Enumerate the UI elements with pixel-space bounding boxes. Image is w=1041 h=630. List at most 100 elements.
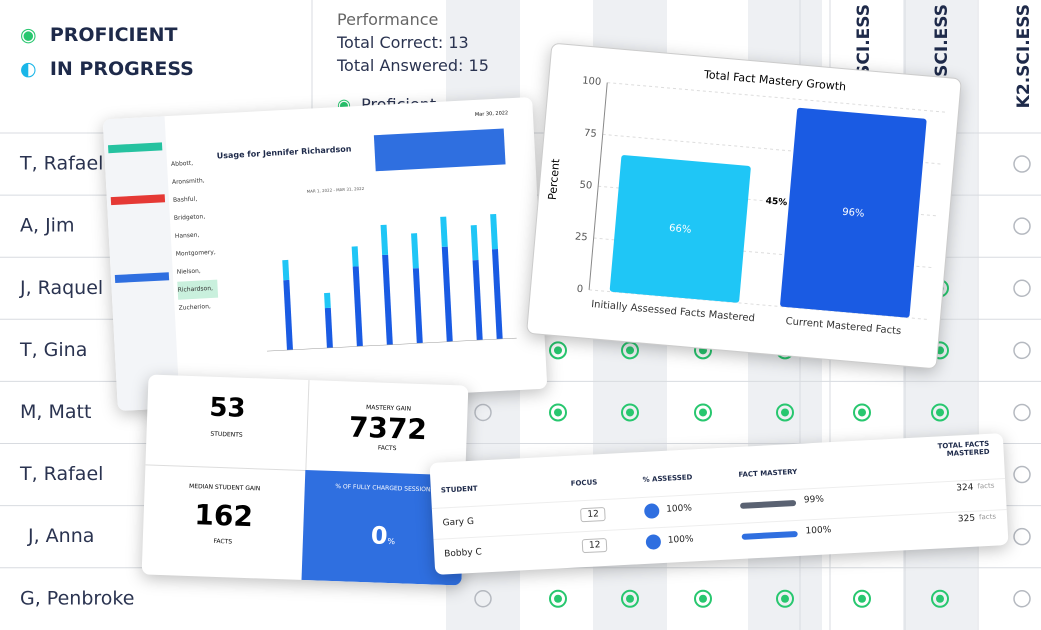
status-empty <box>474 590 492 608</box>
status-empty <box>1013 155 1031 173</box>
student-name: A, Jim <box>20 215 74 237</box>
performance-answered: Total Answered: 15 <box>337 56 489 75</box>
student-list-item: Nielson, <box>176 267 201 276</box>
student-name: Bobby C <box>444 547 483 560</box>
bar <box>609 155 751 303</box>
performance: Performance Total Correct: 13 Total Answ… <box>337 10 489 114</box>
legend-item: ◉ PROFICIENT <box>20 24 178 46</box>
status-proficient <box>853 589 871 608</box>
column-header: TOTAL FACTS MASTERED <box>937 439 990 459</box>
stat-value: 0 <box>370 521 389 550</box>
y-tick-label: 0 <box>576 284 583 296</box>
dashboard-screenshot: Abbott, Aronsmith, Bashful, Bridgeton, Hanse… <box>102 96 548 412</box>
focus-value: 12 <box>581 537 608 554</box>
total-facts: 324 <box>956 482 974 494</box>
student-list-item: Zucherion, <box>178 303 212 312</box>
banner <box>373 128 506 172</box>
status-proficient <box>621 589 639 608</box>
student-name: T, Rafael <box>19 153 103 175</box>
student-name: G, Penbroke <box>20 587 134 609</box>
assessed-check <box>643 503 660 519</box>
student-name: J, Raquel <box>19 277 103 299</box>
status-empty <box>1013 279 1031 297</box>
stat-value: 162 <box>193 498 254 534</box>
column-header: FOCUS <box>570 478 598 488</box>
column-header: STUDENT <box>440 484 478 495</box>
status-empty <box>474 403 492 422</box>
assessed-value: 100% <box>667 534 694 546</box>
status-empty <box>1013 590 1031 608</box>
y-tick-label: 50 <box>579 180 593 192</box>
status-proficient <box>549 341 567 360</box>
student-list-item: Bashful, <box>172 195 198 204</box>
student-name: T, Rafael <box>19 463 103 485</box>
status-proficient-dot <box>936 408 944 417</box>
student-name: J, Anna <box>27 525 94 547</box>
status-empty <box>1013 217 1031 235</box>
y-axis-label: Percent <box>546 157 563 200</box>
x-tick-label: Initially Assessed Facts Mastered <box>591 299 756 324</box>
chart-title: Total Fact Mastery Growth <box>702 68 846 93</box>
student-name: Gary G <box>442 516 475 529</box>
stat-label: % <box>387 536 396 547</box>
student-list-item: Richardson, <box>177 279 219 300</box>
status-proficient <box>776 403 794 422</box>
facts-unit: facts <box>977 481 995 491</box>
stat-value: 53 <box>208 392 247 424</box>
status-proficient <box>549 589 567 608</box>
annotation: 45% <box>765 196 787 208</box>
stat-label: FACTS <box>213 537 233 546</box>
mastery-value: 100% <box>805 525 832 537</box>
mastery-bar <box>741 530 798 540</box>
status-empty <box>1013 465 1031 484</box>
stat: MASTERY GAIN 7372 FACTS <box>305 380 469 476</box>
column-header: % ASSESSED <box>642 473 693 484</box>
legend-label: IN PROGRESS <box>49 58 194 80</box>
legend-label: PROFICIENT <box>49 24 178 46</box>
status-proficient-dot <box>781 408 789 417</box>
usage-thumbnail <box>266 213 517 352</box>
student-list-item: Hansen, <box>174 231 200 240</box>
column-header: .SCI.ESS <box>854 4 874 83</box>
y-axis <box>588 82 608 290</box>
chart: Total Fact Mastery Growth Percent 0 25 50 7… <box>546 68 948 337</box>
status-proficient <box>931 403 949 422</box>
dashboard-date: Mar 30, 2022 <box>474 110 509 118</box>
status-proficient <box>931 589 949 608</box>
status-proficient-dot <box>626 408 634 417</box>
status-proficient-dot <box>781 594 789 603</box>
status-empty <box>1013 403 1031 422</box>
status-proficient <box>549 403 567 422</box>
status-proficient-dot <box>554 346 562 355</box>
stat-label: STUDENTS <box>210 430 243 439</box>
column-header: K2.SCI.ESS <box>1014 4 1034 108</box>
data-label: 66% <box>669 223 692 236</box>
focus-value: 12 <box>580 506 607 523</box>
status-empty <box>1013 527 1031 546</box>
y-tick-label: 25 <box>574 231 588 243</box>
stats-card: 53 STUDENTS MASTERY GAIN 7372 FACTS MEDI… <box>141 374 469 586</box>
status-proficient-dot <box>699 594 707 603</box>
mastery-bar <box>739 499 797 509</box>
bar <box>780 107 927 318</box>
status-proficient <box>694 403 712 422</box>
growth-chart-card: Total Fact Mastery Growth Percent 0 25 50 7… <box>526 42 962 370</box>
status-proficient-dot <box>858 594 866 603</box>
student-name: M, Matt <box>20 401 91 423</box>
assessed-check <box>645 534 662 550</box>
status-empty <box>1013 341 1031 360</box>
stat: MEDIAN STUDENT GAIN 162 FACTS <box>141 464 306 581</box>
status-proficient-dot <box>936 594 944 603</box>
status-proficient-dot <box>554 408 562 417</box>
y-tick-label: 75 <box>584 128 598 140</box>
status-proficient-dot <box>554 594 562 603</box>
x-tick-label: Current Mastered Facts <box>785 316 901 337</box>
student-list: Abbott, Aronsmith, Bashful, Bridgeton, Hanse… <box>171 154 219 318</box>
status-proficient-dot <box>626 594 634 603</box>
legend-item: ◐ IN PROGRESS <box>20 58 194 80</box>
column-header: 2.SCI.ESS <box>932 4 952 95</box>
status-proficient-dot <box>699 408 707 417</box>
dashboard-range: MAR 1, 2022 - MAR 31, 2022 <box>306 185 365 194</box>
status-proficient-dot <box>626 346 634 355</box>
status-proficient <box>776 589 794 608</box>
